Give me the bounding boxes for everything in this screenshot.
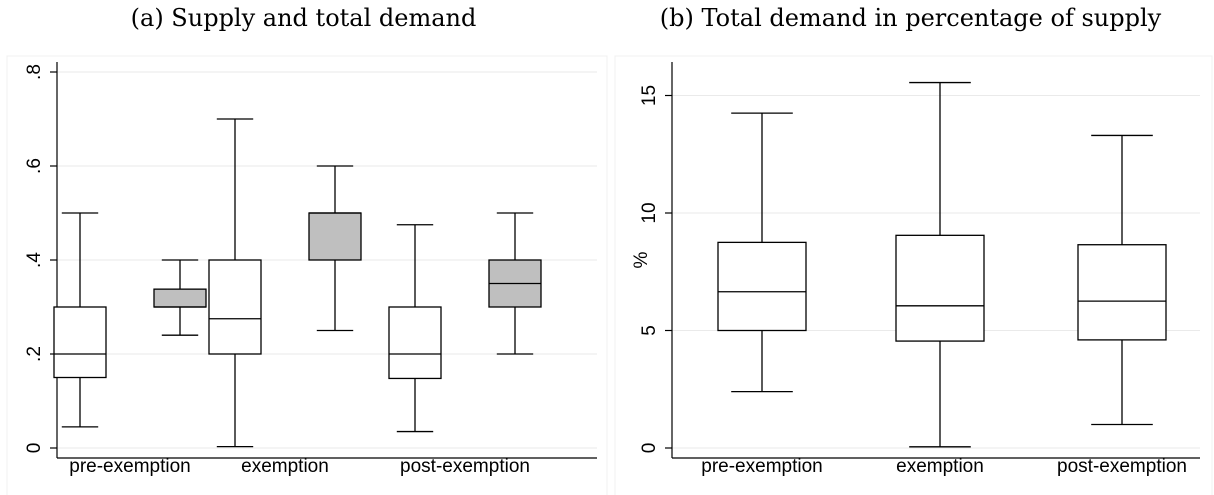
y-axis-label: % — [631, 251, 652, 268]
category-label: pre-exemption — [69, 456, 190, 477]
box-iqr — [895, 234, 985, 342]
y-tick-label: .6 — [24, 158, 45, 174]
y-tick-label: .4 — [24, 252, 45, 268]
y-tick-label: 15 — [639, 85, 660, 106]
category-label: exemption — [896, 456, 984, 477]
box-iqr — [717, 241, 807, 332]
box-iqr — [308, 212, 362, 261]
category-label: post-exemption — [1057, 456, 1187, 477]
box-iqr — [1077, 244, 1167, 341]
y-tick-label: 0 — [639, 443, 660, 454]
y-tick-label: 5 — [639, 325, 660, 336]
panel-b-chart: 0 5 10 15% pre-exemption exemption post-exempt… — [614, 55, 1213, 495]
box-iqr — [53, 306, 107, 379]
panel-a-title: (a) Supply and total demand — [130, 4, 477, 32]
panel-b-title: (b) Total demand in percentage of supply — [659, 4, 1162, 32]
box-iqr — [388, 306, 442, 380]
y-tick-label: .8 — [24, 64, 45, 80]
y-tick-label: .2 — [24, 346, 45, 362]
category-label: pre-exemption — [701, 456, 822, 477]
plot-outer-frame — [6, 55, 608, 495]
plot-outer-frame — [614, 55, 1213, 495]
category-label: post-exemption — [400, 456, 530, 477]
box-iqr — [208, 259, 262, 355]
y-tick-label: 0 — [24, 443, 45, 454]
category-label: exemption — [241, 456, 329, 477]
y-tick-label: 10 — [639, 202, 660, 223]
panel-a-chart: 0 .2 .4 .6 .8 pre-exemption exemption post-exem… — [6, 55, 608, 495]
box-iqr — [153, 288, 207, 308]
